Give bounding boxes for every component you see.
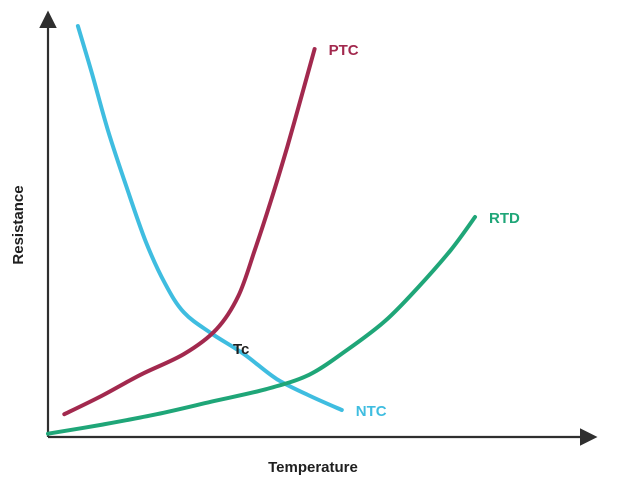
ptc-label: PTC <box>329 42 359 59</box>
axes <box>39 10 598 446</box>
annotation-tc: Tc <box>233 341 249 358</box>
ntc-label: NTC <box>356 403 387 420</box>
series-layer <box>46 24 477 436</box>
ptc-curve <box>62 47 317 417</box>
ntc-curve <box>75 24 344 412</box>
label-layer: NTC PTC RTD Tc <box>233 42 520 420</box>
rtd-curve <box>46 215 477 436</box>
x-axis-label: Temperature <box>268 459 358 476</box>
rtd-label: RTD <box>489 210 520 227</box>
y-axis-label: Resistance <box>10 185 27 264</box>
